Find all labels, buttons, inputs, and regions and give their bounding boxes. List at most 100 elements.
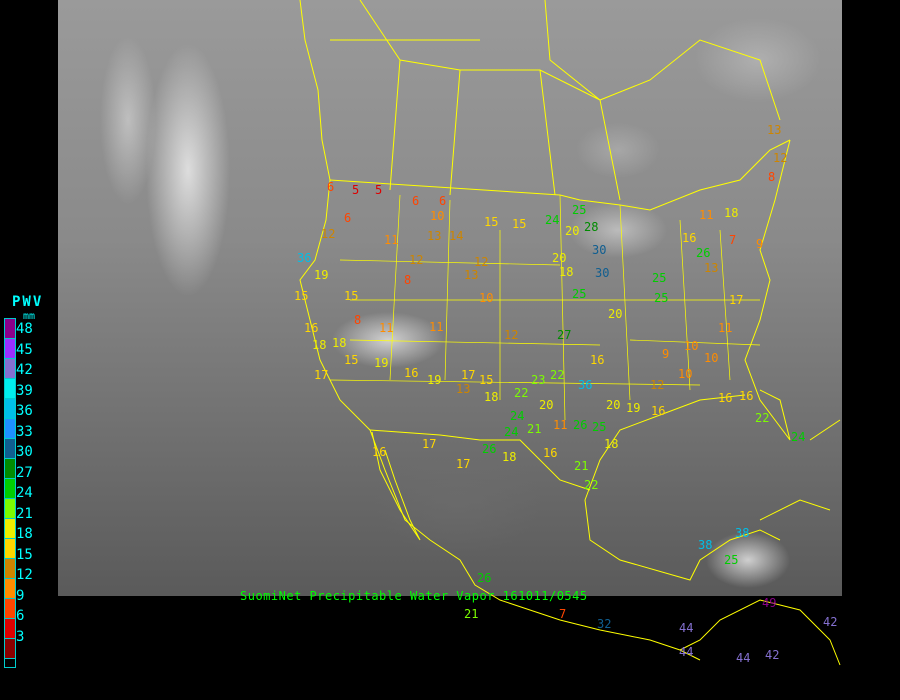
station-pwv-value: 20	[565, 224, 580, 238]
station-pwv-value: 16	[718, 391, 733, 405]
station-pwv-value: 15	[512, 217, 527, 231]
station-pwv-value: 13	[767, 123, 782, 137]
station-pwv-value: 19	[374, 356, 389, 370]
station-pwv-value: 8	[354, 313, 362, 327]
station-pwv-value: 17	[456, 457, 471, 471]
legend-swatch	[5, 339, 15, 359]
station-pwv-value: 44	[679, 621, 694, 635]
station-pwv-value: 10	[684, 339, 699, 353]
station-pwv-value: 18	[484, 390, 499, 404]
station-pwv-value: 21	[574, 459, 589, 473]
station-pwv-value: 19	[626, 401, 641, 415]
station-pwv-value: 38	[735, 526, 750, 540]
legend-swatch	[5, 519, 15, 539]
station-pwv-value: 16	[404, 366, 419, 380]
station-pwv-value: 17	[461, 368, 476, 382]
canadian-provinces	[330, 0, 781, 201]
legend-swatch	[5, 359, 15, 379]
station-pwv-value: 42	[823, 615, 838, 629]
station-pwv-value: 16	[739, 389, 754, 403]
map-caption: SuomiNet Precipitable Water Vapor 161011…	[240, 589, 588, 603]
legend-label: 30	[16, 444, 33, 460]
legend-swatch	[5, 419, 15, 439]
legend-label: 27	[16, 464, 33, 481]
station-pwv-value: 6	[327, 180, 335, 194]
station-pwv-value: 36	[578, 378, 593, 392]
atlantic-coastline	[744, 139, 791, 441]
station-pwv-value: 15	[344, 289, 359, 303]
legend-label: 3	[16, 628, 25, 645]
station-pwv-value: 6	[412, 194, 420, 208]
station-pwv-value: 21	[527, 422, 542, 436]
station-pwv-value: 28	[584, 220, 599, 234]
us-canada-border	[329, 139, 791, 211]
legend-label: 48	[16, 321, 33, 337]
station-pwv-value: 18	[559, 265, 574, 279]
station-pwv-value: 10	[678, 367, 693, 381]
station-pwv-value: 18	[332, 336, 347, 350]
us-mexico-border	[369, 429, 591, 491]
station-pwv-value: 25	[724, 553, 739, 567]
station-pwv-value: 19	[427, 373, 442, 387]
legend-label: 15	[16, 546, 33, 563]
station-pwv-value: 24	[504, 425, 519, 439]
station-pwv-value: 18	[502, 450, 517, 464]
station-pwv-value: 20	[552, 251, 567, 265]
station-pwv-value: 19	[314, 268, 329, 282]
gulf-coastline	[584, 394, 781, 581]
station-pwv-value: 13	[427, 229, 442, 243]
station-pwv-value: 10	[430, 209, 445, 223]
station-pwv-value: 12	[650, 378, 665, 392]
station-pwv-value: 17	[729, 293, 744, 307]
station-pwv-value: 8	[404, 273, 412, 287]
legend-label: 12	[16, 567, 33, 583]
station-pwv-value: 17	[314, 368, 329, 382]
legend-label: 45	[16, 341, 33, 358]
station-pwv-value: 9	[756, 237, 764, 251]
station-pwv-value: 36	[297, 251, 312, 265]
station-pwv-value: 49	[762, 596, 777, 610]
station-pwv-value: 25	[572, 287, 587, 301]
legend-label: 39	[16, 382, 33, 399]
station-pwv-value: 20	[608, 307, 623, 321]
legend-swatch	[5, 579, 15, 599]
station-pwv-value: 15	[294, 289, 309, 303]
caribbean-islands	[759, 419, 841, 521]
station-pwv-value: 11	[429, 320, 444, 334]
station-pwv-value: 27	[557, 328, 572, 342]
station-pwv-value: 15	[484, 215, 499, 229]
station-pwv-value: 8	[768, 170, 776, 184]
station-pwv-value: 6	[439, 194, 447, 208]
legend-swatch	[5, 479, 15, 499]
station-pwv-value: 16	[590, 353, 605, 367]
pwv-legend: PWV mm 48 45 42 39 36 33 30 27 24 21 18 15 12 9 6 3	[0, 294, 60, 674]
station-pwv-value: 26	[482, 442, 497, 456]
station-pwv-value: 24	[545, 213, 560, 227]
station-pwv-value: 13	[464, 268, 479, 282]
station-pwv-value: 22	[755, 411, 770, 425]
station-pwv-value: 7	[729, 233, 737, 247]
station-pwv-value: 6	[344, 211, 352, 225]
station-pwv-value: 30	[595, 266, 610, 280]
legend-swatch	[5, 439, 15, 459]
legend-label: 6	[16, 608, 25, 624]
legend-label: 9	[16, 587, 25, 604]
legend-swatch	[5, 319, 15, 339]
legend-swatch	[5, 639, 15, 659]
station-pwv-value: 7	[559, 607, 567, 621]
legend-label: 42	[16, 362, 33, 378]
station-pwv-value: 26	[696, 246, 711, 260]
legend-colorbar	[4, 318, 16, 668]
legend-label: 18	[16, 526, 33, 542]
legend-swatch	[5, 539, 15, 559]
us-states	[329, 194, 761, 421]
station-pwv-value: 11	[553, 418, 568, 432]
station-pwv-value: 16	[304, 321, 319, 335]
station-pwv-value: 24	[510, 409, 525, 423]
station-pwv-value: 12	[474, 255, 489, 269]
baja-peninsula	[371, 431, 421, 541]
station-pwv-value: 23	[531, 373, 546, 387]
legend-swatch	[5, 399, 15, 419]
legend-swatch	[5, 619, 15, 639]
